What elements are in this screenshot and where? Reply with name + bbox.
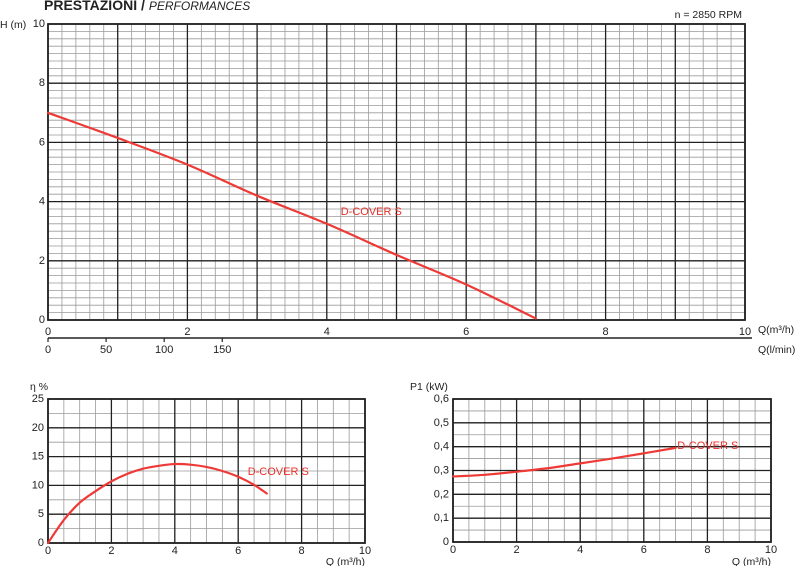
flow-m3h-axis-label: Q(m³/h) (758, 324, 794, 336)
x-tick-label: 4 (577, 544, 583, 556)
x-tick-label: 10 (359, 545, 371, 557)
series-label: D-COVER S (248, 466, 309, 478)
y-tick-label: 4 (39, 196, 45, 208)
x-tick-label: 2 (514, 544, 520, 556)
efficiency-axis-label: η % (30, 381, 48, 393)
y-tick-label: 0,1 (434, 512, 449, 524)
plot-frame (47, 398, 366, 544)
y-tick-label: 0 (443, 536, 449, 548)
y-tick-label: 10 (33, 18, 45, 30)
y-tick-label: 6 (39, 136, 45, 148)
x-tick-label: 8 (299, 545, 305, 557)
x-tick-label: 6 (463, 326, 469, 338)
y-tick-label: 0,4 (434, 441, 449, 453)
series-label: D-COVER S (677, 440, 738, 452)
y-tick-label: 0,3 (434, 465, 449, 477)
series-curve (451, 446, 677, 478)
y-tick-label: 0,2 (434, 488, 449, 500)
plot-frame (452, 398, 772, 543)
y-tick-label: 0,6 (434, 393, 449, 405)
x-tick-label: 6 (235, 545, 241, 557)
x-tick-label: 10 (765, 544, 777, 556)
x-tick-label: 10 (739, 326, 751, 338)
x-tick-label: 6 (641, 544, 647, 556)
y-tick-label: 25 (32, 393, 44, 405)
y-tick-label: 0 (39, 314, 45, 326)
plot-frame (47, 23, 746, 321)
x-tick-label: 8 (704, 544, 710, 556)
power-axis-label: P1 (kW) (410, 381, 448, 393)
secondary-x-tick-label: 50 (100, 344, 112, 356)
x-tick-label: 4 (172, 545, 178, 557)
x-tick-label: 4 (324, 326, 330, 338)
series-curve (46, 111, 537, 320)
y-tick-label: 10 (32, 479, 44, 491)
series-curve (46, 462, 268, 545)
y-tick-label: 0 (38, 537, 44, 549)
y-tick-label: 20 (32, 422, 44, 434)
x-tick-label: 0 (45, 545, 51, 557)
y-tick-label: 5 (38, 508, 44, 520)
secondary-x-tick-label: 150 (213, 344, 231, 356)
x-tick-label: 2 (184, 326, 190, 338)
series-label: D-COVER S (341, 206, 402, 218)
y-tick-label: 2 (39, 255, 45, 267)
head-axis-label: H (m) (0, 19, 26, 31)
flow-lmin-axis-label: Q(l/min) (758, 344, 795, 356)
x-tick-label: 0 (450, 544, 456, 556)
x-tick-label: 8 (603, 326, 609, 338)
x-tick-label: 2 (108, 545, 114, 557)
speed-label: n = 2850 RPM (675, 9, 742, 21)
y-tick-label: 0,5 (434, 417, 449, 429)
efficiency-chart: 0 2 4 6 8 10 0 5 10 15 20 25 D-COVER S (32, 393, 371, 557)
page-subtitle: PERFORMANCES (149, 0, 250, 13)
x-tick-label: 0 (45, 326, 51, 338)
efficiency-x-axis-label: Q (m³/h) (326, 556, 365, 566)
page-title: PRESTAZIONI / (44, 0, 145, 13)
secondary-x-tick-label: 0 (45, 344, 51, 356)
power-chart: 0 2 4 6 8 10 0 0,1 0,2 0,3 0,4 0,5 0,6 D-COVER S (434, 393, 777, 556)
power-x-axis-label: Q (m³/h) (732, 556, 771, 566)
y-tick-label: 8 (39, 77, 45, 89)
y-tick-label: 15 (32, 451, 44, 463)
secondary-x-tick-label: 100 (155, 344, 173, 356)
